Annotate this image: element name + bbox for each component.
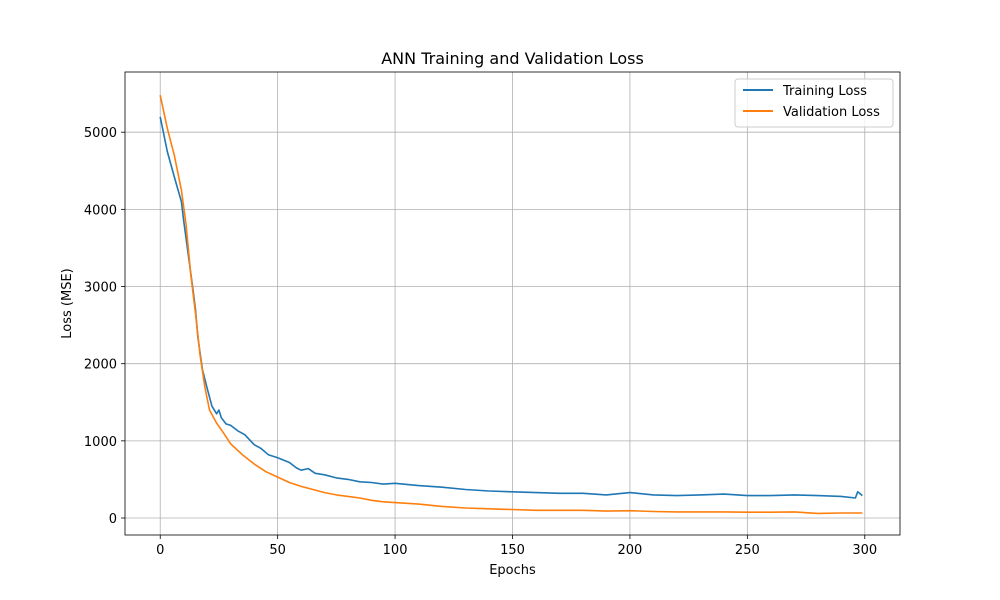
y-tick-label: 4000 <box>84 203 117 218</box>
x-tick-label: 200 <box>618 543 643 558</box>
legend: Training Loss Validation Loss <box>734 78 894 128</box>
legend-label-validation: Validation Loss <box>783 105 880 120</box>
series-line-validation-loss <box>159 95 863 515</box>
series-line-training-loss <box>159 116 863 499</box>
chart-title: ANN Training and Validation Loss <box>381 49 644 68</box>
y-tick-label: 0 <box>109 512 117 527</box>
y-tick-label: 2000 <box>84 358 117 373</box>
y-axis-label: Loss (MSE) <box>60 268 75 338</box>
x-tick-label: 150 <box>500 543 525 558</box>
x-tick-label: 300 <box>852 543 877 558</box>
y-tick-label: 3000 <box>84 281 117 296</box>
x-tick-label: 250 <box>735 543 760 558</box>
legend-box <box>734 78 894 128</box>
y-tick-label: 1000 <box>84 435 117 450</box>
plot-series <box>159 95 863 515</box>
x-tick-label: 100 <box>383 543 408 558</box>
grid <box>125 72 900 535</box>
legend-label-training: Training Loss <box>782 84 867 99</box>
x-tick-label: 0 <box>156 543 164 558</box>
y-tick-label: 5000 <box>84 126 117 141</box>
x-axis-label: Epochs <box>489 563 536 578</box>
x-tick-label: 50 <box>269 543 286 558</box>
